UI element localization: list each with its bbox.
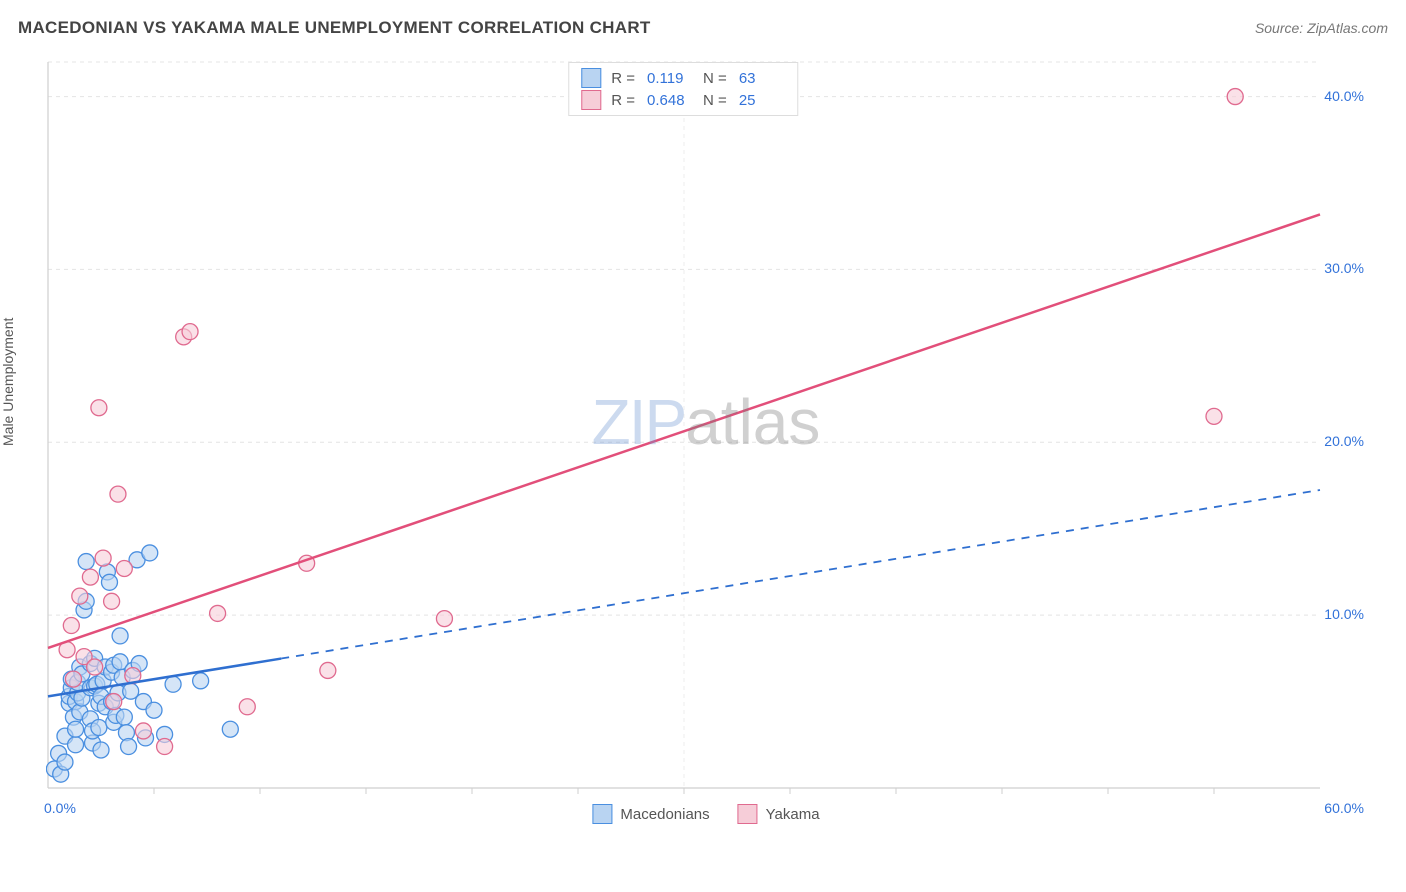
chart-title: MACEDONIAN VS YAKAMA MALE UNEMPLOYMENT C… [18,18,651,38]
legend-swatch [581,68,601,88]
n-label: N = [703,70,727,87]
chart-area: ZIPatlas R =0.119N =63R =0.648N =25 Mace… [46,60,1366,830]
r-value: 0.119 [647,70,693,87]
y-tick-label: 30.0% [1324,260,1364,276]
source-attribution: Source: ZipAtlas.com [1255,20,1388,36]
y-tick-label: 10.0% [1324,606,1364,622]
legend-series-label: Yakama [766,806,820,823]
y-tick-label: 20.0% [1324,433,1364,449]
r-value: 0.648 [647,92,693,109]
legend-stats-row: R = 0.119 N = 63 [581,67,785,89]
r-label: R = [611,92,635,109]
y-tick-label: 40.0% [1324,88,1364,104]
legend-series: Macedonians Yakama [592,804,819,824]
y-axis-label: Male Unemployment [0,318,16,446]
n-value: 63 [739,70,785,87]
legend-series-item: Yakama [738,804,820,824]
scatter-chart [46,60,1366,830]
legend-swatch [738,804,758,824]
x-tick-label: 60.0% [1324,800,1364,816]
n-value: 25 [739,92,785,109]
legend-swatch [592,804,612,824]
n-label: N = [703,92,727,109]
x-tick-label: 0.0% [44,800,76,816]
legend-stats: R = 0.119 N = 63 R = 0.648 N = 25 [568,62,798,116]
legend-series-label: Macedonians [620,806,709,823]
legend-stats-row: R = 0.648 N = 25 [581,89,785,111]
legend-series-item: Macedonians [592,804,709,824]
r-label: R = [611,70,635,87]
legend-swatch [581,90,601,110]
